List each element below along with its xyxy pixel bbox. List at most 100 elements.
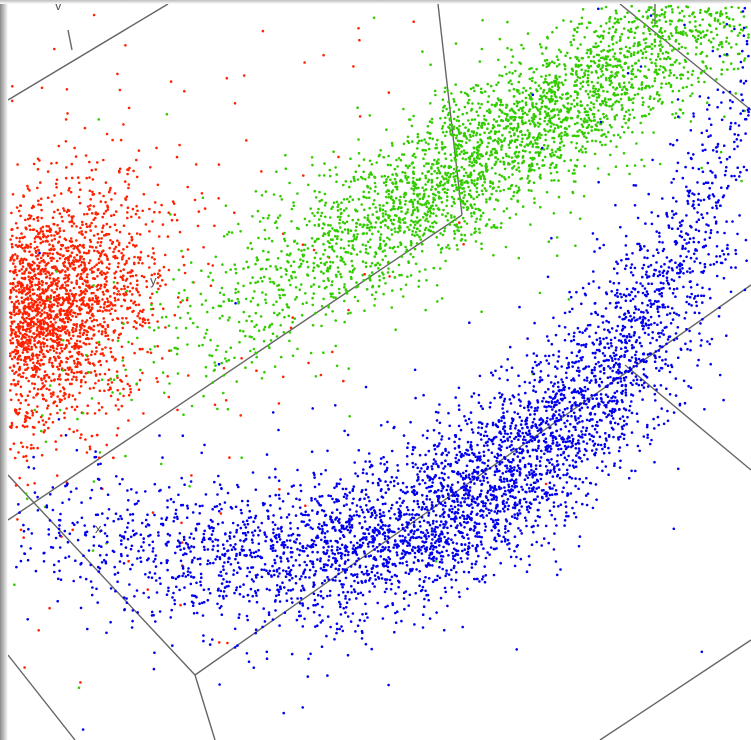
scatter-point	[421, 216, 425, 219]
scatter-point	[448, 223, 452, 226]
scatter-point	[59, 359, 63, 363]
scatter-point	[259, 276, 263, 280]
scatter-point	[405, 178, 409, 181]
scatter-point	[67, 395, 71, 399]
scatter-point	[16, 349, 20, 353]
scatter-point	[629, 52, 633, 56]
scatter-point	[534, 151, 538, 154]
scatter-point	[330, 295, 333, 298]
scatter-point	[90, 397, 94, 400]
scatter-point	[552, 140, 556, 144]
scatter-point	[97, 360, 101, 364]
scatter-point	[677, 42, 681, 46]
scatter-point	[430, 117, 434, 121]
scatter-point	[615, 145, 618, 148]
scatter-point	[591, 94, 594, 97]
scatter-point	[104, 200, 107, 204]
scatter-point	[146, 318, 150, 322]
scatter-point	[534, 141, 537, 145]
scatter-point	[362, 190, 366, 194]
scatter-point	[38, 261, 41, 265]
scatter-point	[125, 259, 128, 263]
scatter-point	[42, 292, 46, 295]
scatter-point	[69, 337, 73, 340]
scatter-point	[348, 270, 352, 273]
scatter-point	[440, 200, 444, 204]
scatter-point	[105, 254, 109, 258]
scatter-point	[307, 361, 310, 365]
scatter-point	[402, 142, 406, 146]
scatter-point	[566, 107, 570, 111]
scatter-point	[114, 404, 118, 407]
scatter-point	[732, 25, 736, 28]
scatter-point	[83, 328, 86, 332]
scatter-point	[234, 271, 238, 275]
scatter-point	[37, 353, 41, 357]
scatter-point	[584, 89, 588, 93]
scatter-point	[370, 163, 374, 166]
scatter-point	[349, 195, 352, 198]
scatter-point	[376, 192, 380, 196]
scatter-point	[405, 248, 409, 252]
scatter-point	[24, 226, 28, 229]
scatter-point	[293, 317, 297, 320]
scatter-point	[90, 266, 94, 270]
scatter-point	[126, 216, 129, 220]
scatter-point	[636, 18, 639, 21]
scatter-point	[486, 82, 490, 86]
scatter-point	[624, 45, 628, 49]
scatter-point	[736, 67, 740, 71]
scatter-point	[611, 65, 615, 68]
scatter-point	[250, 247, 254, 251]
scatter-point	[15, 257, 19, 260]
scatter-point	[10, 424, 14, 427]
scatter-point	[70, 378, 74, 381]
scatter-point	[710, 30, 713, 34]
scatter-point	[725, 36, 729, 40]
scatter-point	[630, 83, 634, 86]
scatter-point	[524, 96, 528, 100]
scatter-point	[42, 385, 45, 388]
scatter-point	[453, 151, 457, 154]
scatter-point	[75, 323, 79, 326]
scatter-point	[101, 226, 104, 230]
scatter-point	[65, 343, 68, 347]
scatter-point	[13, 303, 16, 307]
scatter-point	[521, 119, 524, 123]
scatter-point	[24, 398, 28, 402]
scatter-point	[109, 239, 112, 242]
scatter-point	[445, 204, 448, 208]
scatter-point	[97, 402, 101, 405]
scatter-point	[650, 47, 654, 50]
scatter-point	[42, 397, 46, 401]
scatter-point	[395, 185, 399, 189]
scatter-point	[350, 277, 353, 281]
scatter-point	[118, 241, 121, 245]
scatter-point	[88, 342, 91, 346]
scatter-point	[540, 105, 544, 109]
scatter-point	[332, 201, 336, 204]
scatter-point	[126, 307, 129, 311]
scatter-point	[552, 130, 555, 134]
scatter-point	[437, 191, 441, 194]
scatter-point	[25, 446, 29, 449]
scatter-point	[472, 86, 475, 89]
scatter-point	[23, 246, 27, 249]
scatter-point	[331, 280, 334, 283]
scatter-point	[371, 213, 375, 216]
scatter-point	[64, 140, 68, 143]
scatter-point	[320, 270, 323, 274]
scatter-point	[296, 192, 299, 195]
scatter-point	[545, 58, 549, 62]
scatter-point	[226, 407, 230, 411]
scatter-point	[77, 259, 80, 263]
scatter-point	[12, 310, 16, 314]
scatter-point	[279, 324, 283, 327]
scatter-point	[511, 160, 514, 164]
scatter-point	[58, 373, 62, 377]
scatter-point	[350, 252, 353, 256]
scatter-point	[545, 105, 548, 109]
scatter-point	[599, 140, 602, 144]
scatter-point	[256, 303, 260, 307]
